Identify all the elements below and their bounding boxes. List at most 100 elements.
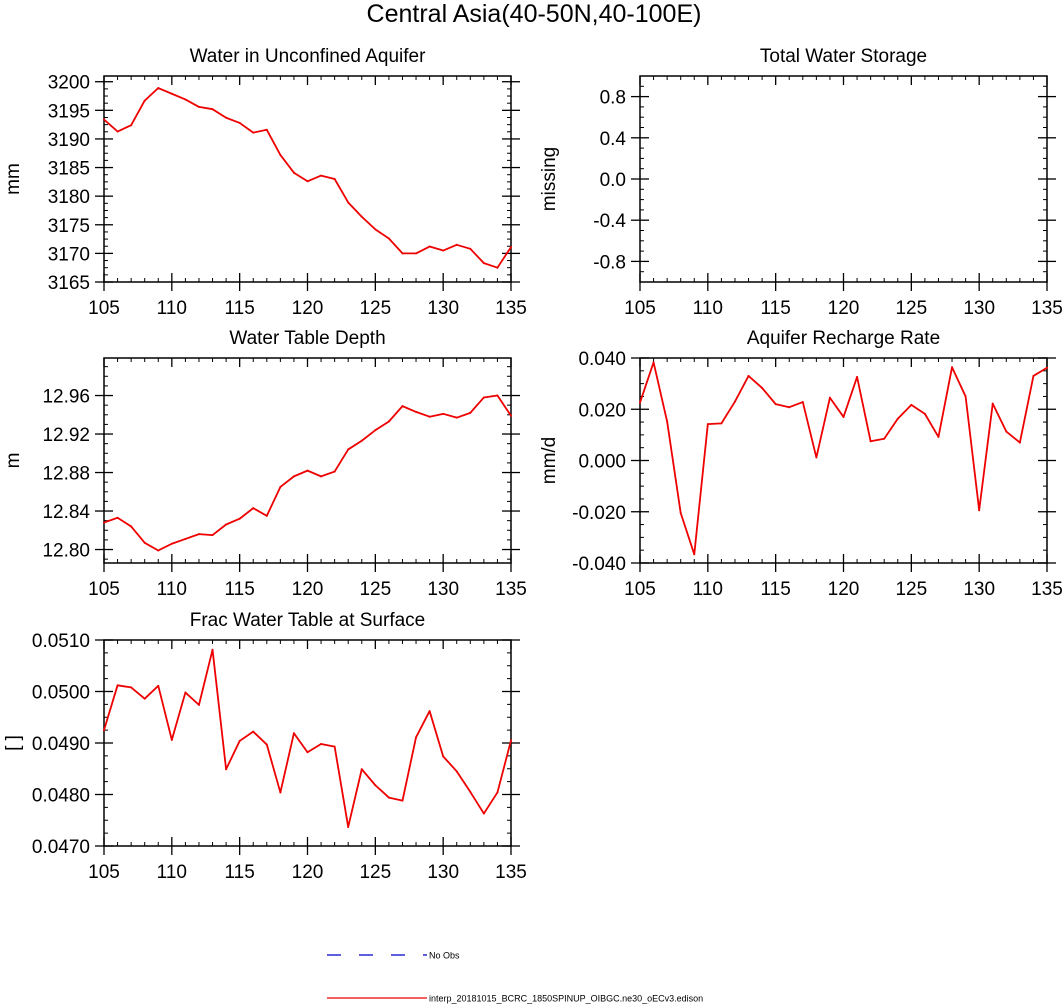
data-point (157, 87, 160, 90)
data-point (333, 745, 336, 748)
data-point (387, 420, 390, 423)
x-tick-label: 125 (359, 862, 391, 883)
data-point (360, 439, 363, 442)
y-tick-label: 0.0500 (32, 683, 90, 704)
data-point (347, 825, 350, 828)
y-tick-label: -0.8 (593, 252, 626, 273)
y-axis-label: mm (3, 163, 24, 195)
data-point (679, 512, 682, 515)
panel-total-water-storage: Total Water Storage missing 105 110 115 120 12… (539, 46, 1063, 319)
x-tick-label: 115 (761, 579, 791, 600)
data-point (951, 366, 954, 369)
x-tick-label: 105 (88, 579, 120, 600)
data-point (842, 415, 845, 418)
data-point (510, 739, 512, 742)
data-point (1018, 441, 1021, 444)
y-tick-label: 12.88 (42, 464, 90, 485)
data-point (693, 553, 696, 556)
x-tick-label: 110 (693, 298, 723, 319)
data-point (116, 516, 119, 519)
x-tick-label: 105 (88, 862, 120, 883)
data-point (238, 739, 241, 742)
data-point (333, 470, 336, 473)
data-point (387, 796, 390, 799)
x-tick-label: 130 (427, 862, 459, 883)
x-tick-label: 135 (495, 579, 527, 600)
data-point (747, 374, 750, 377)
data-point (292, 732, 295, 735)
y-tick-label: 0.0480 (32, 786, 90, 807)
chart-title: Water in Unconfined Aquifer (190, 46, 427, 67)
x-tick-label: 120 (292, 862, 324, 883)
x-tick-label: 130 (963, 579, 995, 600)
y-tick-label: 0.0 (600, 170, 626, 191)
data-point (103, 521, 105, 524)
x-tick-label: 115 (761, 298, 791, 319)
data-point (496, 394, 499, 397)
data-point (306, 180, 309, 183)
data-point (415, 252, 418, 255)
data-point (103, 729, 105, 732)
data-point (666, 420, 669, 423)
data-point (482, 396, 485, 399)
panel-water-table-depth: Water Table Depth m 105 110 115 120 125 130 135 1… (3, 328, 527, 600)
data-point (896, 417, 899, 420)
data-point (652, 361, 655, 364)
data-point (279, 485, 282, 488)
data-point (197, 703, 200, 706)
chart-title: Water Table Depth (229, 328, 385, 349)
data-point (720, 422, 723, 425)
y-tick-label: 3200 (48, 73, 90, 94)
data-point (991, 402, 994, 405)
data-point (469, 790, 472, 793)
y-axis-label: m (3, 453, 24, 469)
data-point (510, 414, 512, 417)
series-line (103, 87, 512, 269)
data-point (455, 770, 458, 773)
chart-title: Total Water Storage (760, 46, 927, 67)
panel-water-in-unconfined-aquifer: Water in Unconfined Aquifer mm 105 110 115 12… (3, 46, 527, 319)
data-point (442, 249, 445, 252)
y-tick-label: 3190 (48, 130, 90, 151)
y-tick-label: 3175 (48, 216, 90, 237)
data-point (978, 509, 981, 512)
data-point (320, 174, 323, 177)
x-tick-label: 135 (1031, 579, 1063, 600)
plot-frame (639, 75, 1048, 283)
data-point (265, 514, 268, 517)
x-tick-label: 105 (624, 298, 656, 319)
y-tick-label: 0.020 (578, 400, 626, 421)
data-point (170, 92, 173, 95)
series-line (639, 361, 1048, 556)
data-point (211, 648, 214, 651)
data-point (869, 440, 872, 443)
data-point (360, 768, 363, 771)
data-point (238, 121, 241, 124)
data-point (788, 406, 791, 409)
data-point (360, 215, 363, 218)
x-tick-label: 120 (292, 579, 324, 600)
y-tick-label: 12.80 (42, 541, 90, 562)
x-tick-label: 115 (225, 298, 255, 319)
y-tick-label: 3195 (48, 101, 90, 122)
x-tick-label: 105 (88, 298, 120, 319)
data-point (225, 116, 228, 119)
data-point (211, 534, 214, 537)
data-point (197, 105, 200, 108)
data-point (130, 686, 133, 689)
series-line (103, 394, 512, 552)
data-point (170, 542, 173, 545)
panels: Water in Unconfined Aquifer mm 105 110 115 12… (3, 46, 1063, 883)
legend: No Obs interp_20181015_BCRC_1850SPINUP_O… (327, 951, 703, 1004)
data-point (211, 108, 214, 111)
data-point (197, 533, 200, 536)
data-point (374, 784, 377, 787)
data-point (252, 507, 255, 510)
data-point (387, 237, 390, 240)
data-point (265, 743, 268, 746)
data-point (964, 395, 967, 398)
x-tick-label: 110 (157, 579, 187, 600)
data-point (1032, 374, 1035, 377)
data-point (482, 262, 485, 265)
x-tick-label: 125 (359, 298, 391, 319)
